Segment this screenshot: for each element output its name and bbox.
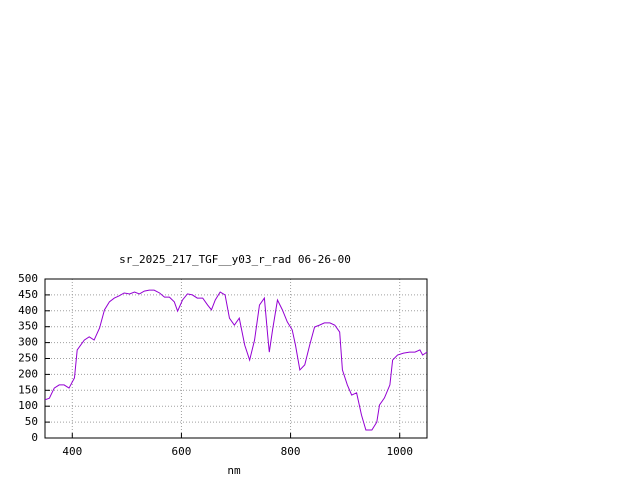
y-tick-label: 250 <box>18 352 38 365</box>
x-tick-label: 600 <box>171 445 191 458</box>
x-tick-label: 400 <box>62 445 82 458</box>
y-tick-label: 300 <box>18 336 38 349</box>
y-tick-label: 0 <box>31 431 38 444</box>
y-tick-label: 450 <box>18 288 38 301</box>
y-tick-label: 500 <box>18 272 38 285</box>
chart-title: sr_2025_217_TGF__y03_r_rad 06-26-00 <box>119 253 351 266</box>
y-tick-label: 400 <box>18 304 38 317</box>
y-tick-label: 100 <box>18 399 38 412</box>
x-tick-label: 1000 <box>386 445 413 458</box>
y-tick-label: 150 <box>18 383 38 396</box>
y-tick-label: 350 <box>18 320 38 333</box>
x-axis-label: nm <box>227 464 241 477</box>
data-line <box>44 289 428 431</box>
y-tick-label: 50 <box>25 415 38 428</box>
y-tick-label: 200 <box>18 367 38 380</box>
x-tick-label: 800 <box>281 445 301 458</box>
plot-border <box>44 278 428 439</box>
